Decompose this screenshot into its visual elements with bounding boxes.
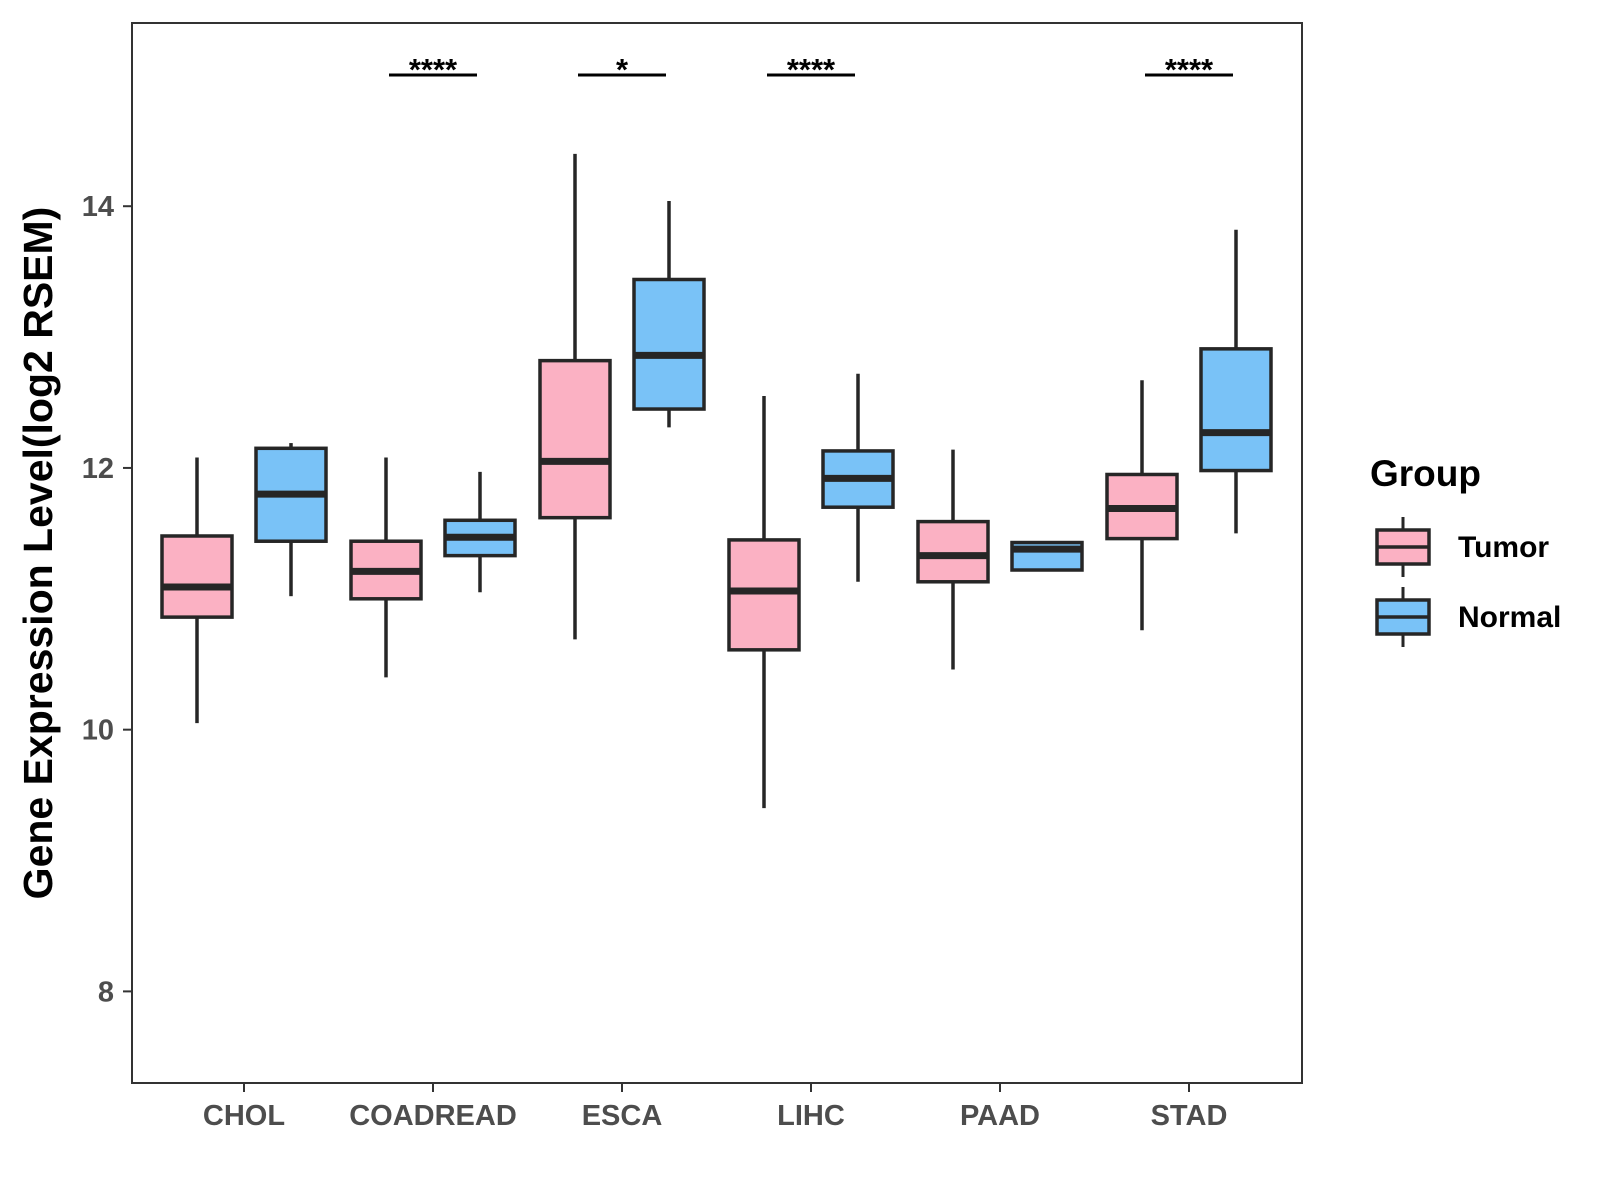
box-tumor-lihc [727, 395, 801, 809]
legend-entries: Tumor Normal [1375, 517, 1561, 647]
box-normal-chol [254, 443, 328, 597]
box-tumor-esca [538, 153, 612, 640]
plot-panel [131, 22, 1303, 1084]
box-body [1199, 347, 1273, 473]
box-normal-esca [632, 200, 706, 428]
significance-annotations: **** * **** **** [389, 52, 1233, 87]
y-tick-label: 8 [98, 976, 114, 1008]
significance-label: **** [1165, 52, 1214, 87]
box-normal-stad [1199, 229, 1273, 534]
box-tumor-paad [916, 449, 990, 670]
significance-label: * [616, 52, 629, 87]
legend-entry-label: Normal [1458, 601, 1561, 634]
y-tick-label: 12 [82, 453, 114, 485]
y-axis-title: Gene Expression Level(log2 RSEM) [15, 207, 61, 900]
significance-label: **** [787, 52, 836, 87]
x-tick-label: LIHC [777, 1100, 845, 1132]
legend-entry-normal: Normal [1375, 587, 1561, 647]
box-tumor-coadread [349, 457, 423, 678]
x-tick-label: STAD [1151, 1100, 1228, 1132]
box-normal-coadread [443, 471, 517, 593]
x-tick-label: CHOL [203, 1100, 285, 1132]
y-tick-label: 10 [82, 715, 114, 747]
box-body [916, 519, 990, 584]
box-body [727, 538, 801, 652]
box-body [632, 277, 706, 411]
y-axis: 8 10 12 14 [82, 191, 132, 1008]
box-tumor-stad [1105, 380, 1179, 631]
significance-label: **** [409, 52, 458, 87]
box-body [538, 358, 612, 520]
legend-entry-tumor: Tumor [1375, 517, 1549, 577]
boxplot-series [160, 153, 1273, 809]
x-tick-label: PAAD [960, 1100, 1040, 1132]
box-tumor-chol [160, 457, 234, 724]
legend: Group Tumor Normal [1370, 453, 1561, 647]
legend-title: Group [1370, 453, 1481, 494]
x-axis: CHOL COADREAD ESCA LIHC PAAD STAD [203, 1083, 1227, 1132]
legend-entry-label: Tumor [1458, 531, 1549, 564]
box-normal-lihc [821, 373, 895, 582]
box-body [160, 534, 234, 619]
x-tick-label: ESCA [582, 1100, 663, 1132]
box-normal-paad [1010, 540, 1084, 572]
y-tick-label: 14 [82, 191, 114, 223]
x-tick-label: COADREAD [349, 1100, 517, 1132]
